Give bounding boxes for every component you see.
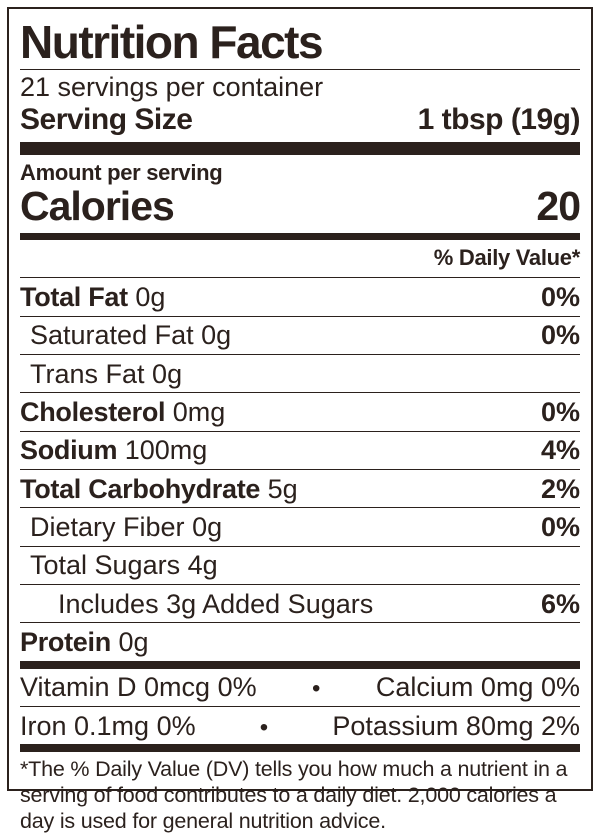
nutrient-amount: 0g <box>135 282 165 312</box>
micronutrient-left: Vitamin D 0mcg 0% <box>20 673 257 701</box>
calories-row: Calories 20 <box>20 186 580 233</box>
nutrient-dv: 0% <box>541 283 580 311</box>
nutrient-row-sodium: Sodium 100mg 4% <box>20 431 580 469</box>
nutrient-name: Sodium <box>20 435 117 465</box>
micronutrient-right: Calcium 0mg 0% <box>376 673 580 701</box>
nutrient-dv: 4% <box>541 436 580 464</box>
nutrient-amount: 0g <box>152 359 182 389</box>
nutrient-name: Includes 3g Added Sugars <box>58 589 373 619</box>
nutrient-row-dietary-fiber: Dietary Fiber 0g 0% <box>20 507 580 545</box>
micronutrient-left: Iron 0.1mg 0% <box>20 712 196 740</box>
nutrient-dv: 6% <box>541 590 580 618</box>
daily-value-footnote: *The % Daily Value (DV) tells you how mu… <box>20 752 580 834</box>
amount-per-serving-label: Amount per serving <box>20 155 580 186</box>
nutrient-name: Protein <box>20 627 111 657</box>
nutrient-amount: 0mg <box>173 397 226 427</box>
nutrient-dv: 2% <box>541 475 580 503</box>
calories-label: Calories <box>20 186 174 227</box>
calories-value: 20 <box>536 186 580 227</box>
nutrient-amount: 0g <box>201 320 231 350</box>
micronutrient-row-2: Iron 0.1mg 0% • Potassium 80mg 2% <box>20 706 580 744</box>
nutrient-row-total-fat: Total Fat 0g 0% <box>20 277 580 315</box>
nutrient-name: Cholesterol <box>20 397 165 427</box>
nutrient-name: Dietary Fiber <box>30 512 185 542</box>
label-title: Nutrition Facts <box>20 11 580 69</box>
bullet-separator: • <box>306 676 326 701</box>
daily-value-header: % Daily Value* <box>20 240 580 277</box>
nutrient-name: Total Fat <box>20 282 128 312</box>
micronutrient-row-1: Vitamin D 0mcg 0% • Calcium 0mg 0% <box>20 669 580 706</box>
nutrient-name: Total Sugars <box>30 550 180 580</box>
nutrient-dv: 0% <box>541 513 580 541</box>
nutrient-row-cholesterol: Cholesterol 0mg 0% <box>20 392 580 430</box>
serving-size-label: Serving Size <box>20 103 192 137</box>
nutrient-dv: 0% <box>541 321 580 349</box>
nutrient-row-total-sugars: Total Sugars 4g <box>20 546 580 584</box>
nutrient-amount: 0g <box>192 512 222 542</box>
nutrient-row-total-carbohydrate: Total Carbohydrate 5g 2% <box>20 469 580 507</box>
serving-size-row: Serving Size 1 tbsp (19g) <box>20 101 580 142</box>
nutrient-name: Trans Fat <box>30 359 145 389</box>
nutrient-rows: Total Fat 0g 0% Saturated Fat 0g 0% Tran… <box>20 277 580 660</box>
nutrient-amount: 4g <box>188 550 218 580</box>
nutrient-amount: 0g <box>118 627 148 657</box>
section-bar-medium <box>20 233 580 240</box>
section-bar-footnote <box>20 744 580 752</box>
nutrient-row-saturated-fat: Saturated Fat 0g 0% <box>20 316 580 354</box>
nutrient-name: Saturated Fat <box>30 320 194 350</box>
nutrient-row-protein: Protein 0g <box>20 622 580 660</box>
serving-size-value: 1 tbsp (19g) <box>418 103 580 137</box>
bullet-separator: • <box>254 715 274 740</box>
nutrient-dv: 0% <box>541 398 580 426</box>
servings-per-container: 21 servings per container <box>20 70 580 101</box>
nutrient-amount: 5g <box>268 474 298 504</box>
nutrition-facts-label: Nutrition Facts 21 servings per containe… <box>7 7 593 791</box>
nutrient-name: Total Carbohydrate <box>20 474 260 504</box>
nutrient-row-added-sugars: Includes 3g Added Sugars 6% <box>20 584 580 622</box>
section-bar-thick <box>20 142 580 155</box>
micronutrient-right: Potassium 80mg 2% <box>332 712 580 740</box>
section-bar-micronutrients <box>20 661 580 669</box>
nutrient-row-trans-fat: Trans Fat 0g <box>20 354 580 392</box>
nutrient-amount: 100mg <box>125 435 208 465</box>
